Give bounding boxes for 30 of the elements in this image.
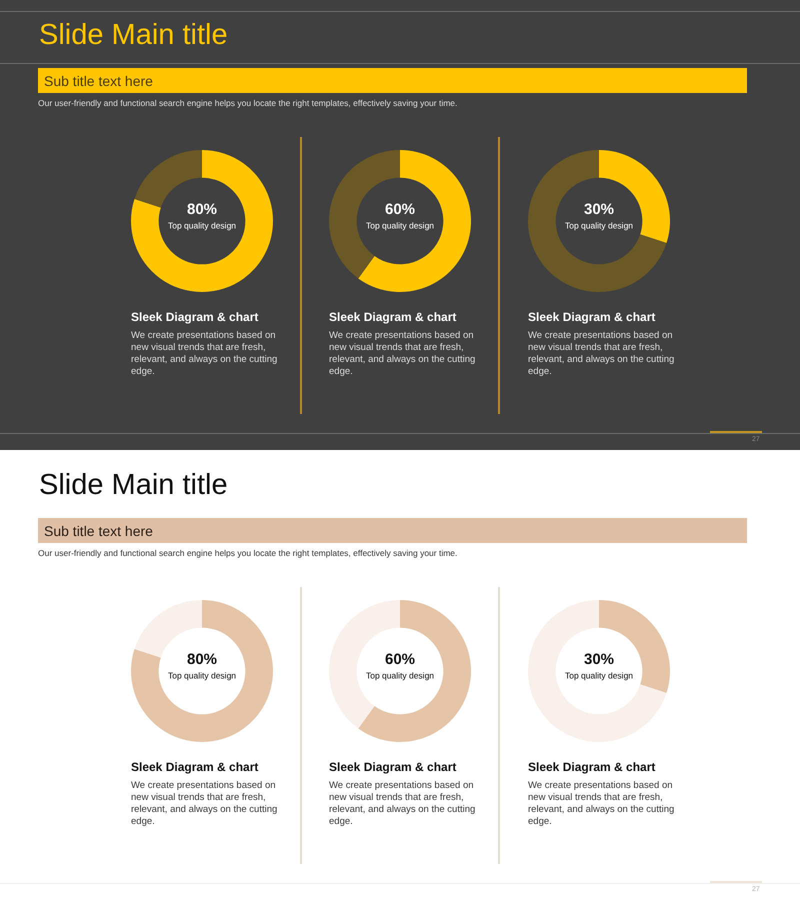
- text: We create presentations based on new visual trends that are fresh, relevant, and always on the cutting edge.: [329, 780, 476, 828]
- text: Sleek Diagram & chart: [131, 760, 258, 775]
- data-label: 60%: [384, 201, 416, 218]
- text: Sleek Diagram & chart: [131, 310, 258, 325]
- data-label: 30%: [584, 651, 614, 668]
- text: We create presentations based on new visual trends that are fresh, relevant, and always on the cutting edge.: [528, 330, 676, 378]
- text: Top quality design: [168, 220, 236, 230]
- banner-bar: Sub title text here: [38, 518, 747, 543]
- text: Top quality design: [168, 670, 236, 680]
- data-label: 30%: [584, 201, 614, 218]
- text: Our user-friendly and functional search engine helps you locate the right templates, effectively saving your time.: [38, 98, 458, 109]
- text: Sleek Diagram & chart: [329, 310, 456, 325]
- text: Top quality design: [366, 670, 434, 680]
- text: We create presentations based on new visual trends that are fresh, relevant, and always on the cutting edge.: [131, 780, 278, 828]
- text: We create presentations based on new visual trends that are fresh, relevant, and always on the cutting edge.: [528, 780, 676, 828]
- text: Sleek Diagram & chart: [528, 310, 656, 325]
- text: Top quality design: [564, 670, 634, 680]
- data-label: 80%: [186, 651, 218, 668]
- banner-bar: Sub title text here: [38, 68, 747, 93]
- text: We create presentations based on new visual trends that are fresh, relevant, and always on the cutting edge.: [329, 330, 476, 378]
- text: Slide Main title: [39, 469, 228, 502]
- text: Our user-friendly and functional search engine helps you locate the right templates, effectively saving your time.: [38, 548, 458, 559]
- text: We create presentations based on new visual trends that are fresh, relevant, and always on the cutting edge.: [131, 330, 278, 378]
- data-label: 60%: [384, 651, 416, 668]
- text: Top quality design: [366, 220, 434, 230]
- text: Slide Main title: [39, 19, 228, 52]
- text: Top quality design: [564, 220, 634, 230]
- text: Sleek Diagram & chart: [528, 760, 656, 775]
- text: Sleek Diagram & chart: [329, 760, 456, 775]
- data-label: 80%: [186, 201, 218, 218]
